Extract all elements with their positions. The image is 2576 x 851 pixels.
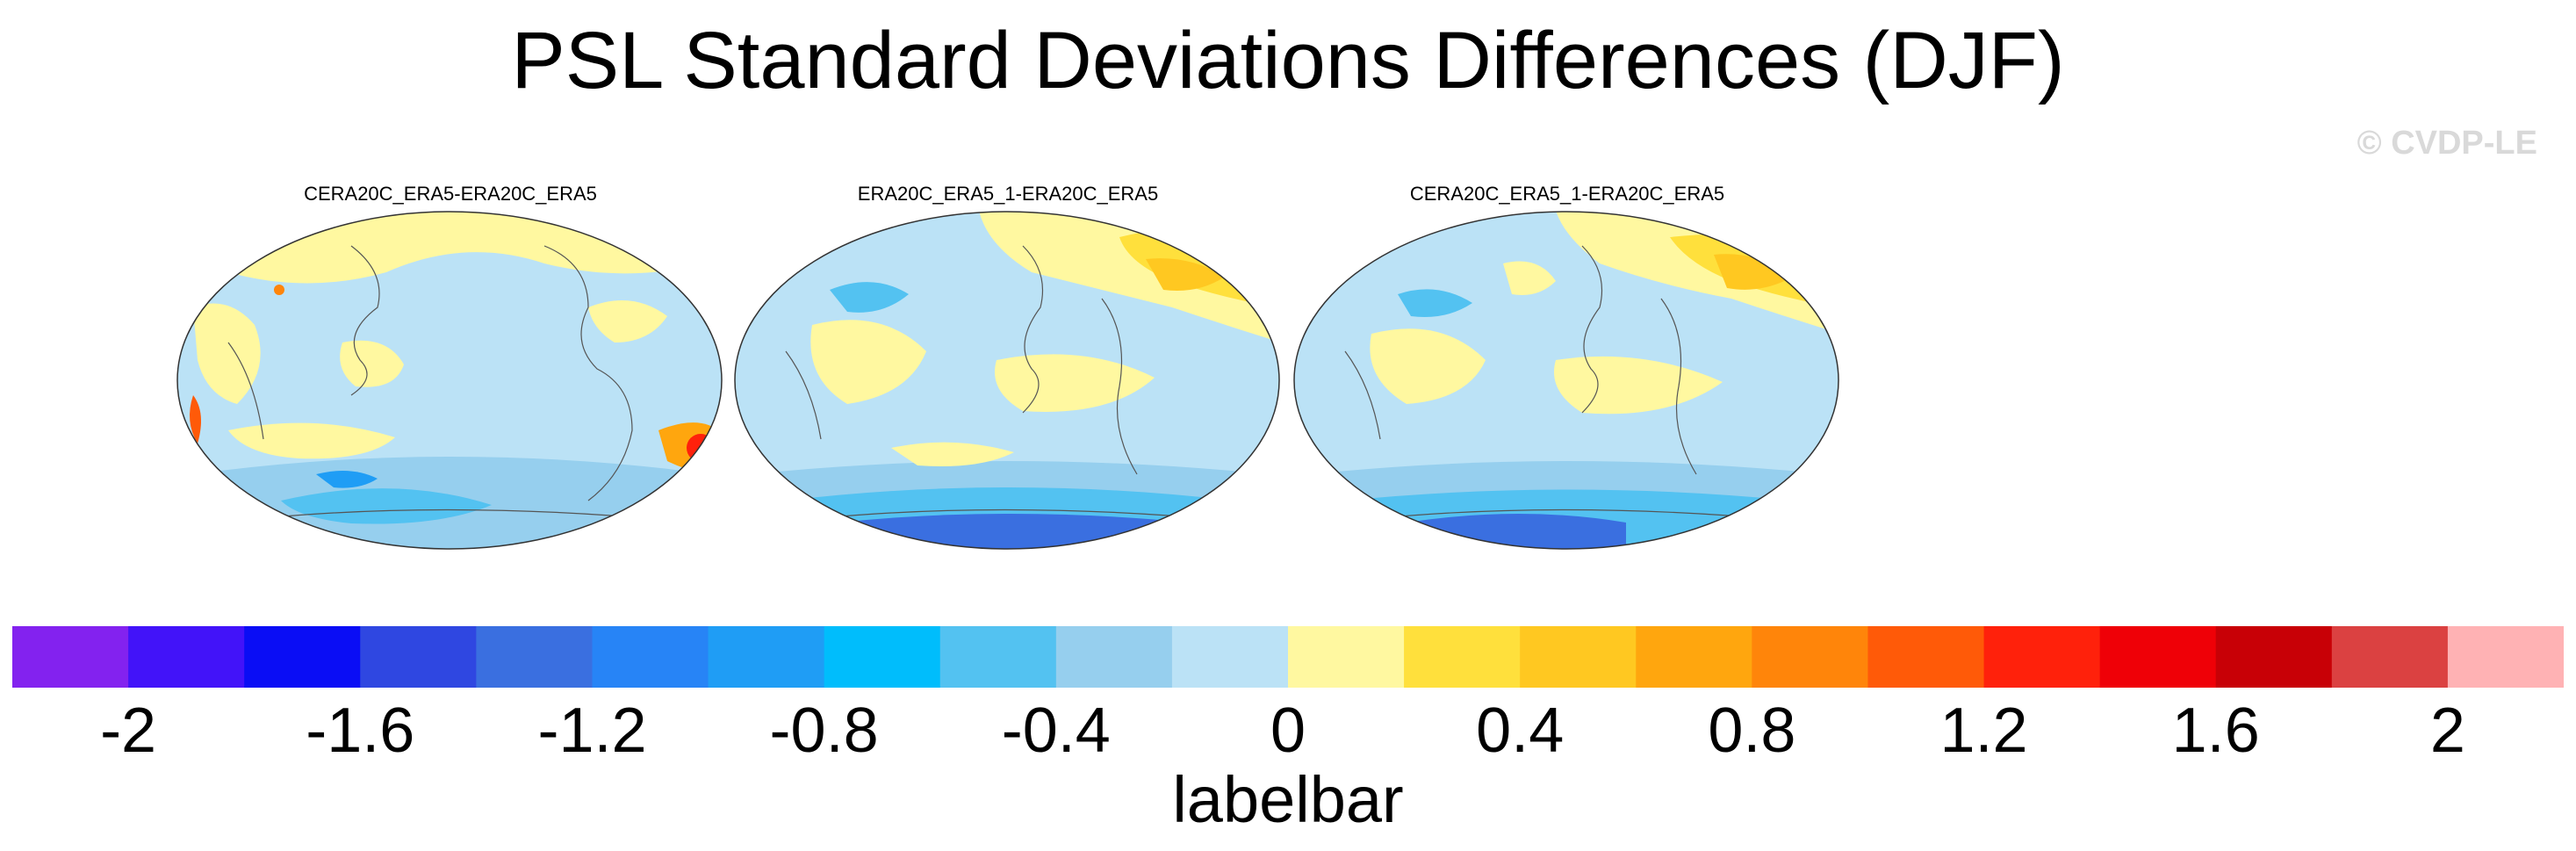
colorbar-tick-label: 0.8 (1708, 696, 1796, 766)
colorbar-tick-label: 0.4 (1476, 696, 1565, 766)
panel-title-1: CERA20C_ERA5-ERA20C_ERA5 (304, 183, 597, 205)
colorbar-swatch (1055, 626, 1173, 688)
colorbar-swatch (1171, 626, 1289, 688)
colorbar-swatch (2447, 626, 2564, 688)
colorbar-swatch (360, 626, 477, 688)
map-panel-2 (734, 211, 1280, 550)
colorbar-tick-label: -2 (100, 696, 157, 766)
colorbar-caption: labelbar (1172, 763, 1404, 836)
colorbar-tick-label: -0.4 (1001, 696, 1111, 766)
colorbar-swatch (592, 626, 709, 688)
colorbar-swatch (244, 626, 361, 688)
colorbar-swatch (1983, 626, 2101, 688)
colorbar-tick-label: 1.6 (2171, 696, 2260, 766)
colorbar-swatch (128, 626, 245, 688)
colorbar-swatch (939, 626, 1057, 688)
colorbar-swatch (824, 626, 941, 688)
map-panel-1 (176, 211, 723, 550)
colorbar-swatch (1752, 626, 1869, 688)
panel-title-3: CERA20C_ERA5_1-ERA20C_ERA5 (1409, 183, 1725, 205)
watermark: © CVDP-LE (2357, 125, 2537, 162)
colorbar-swatch (1404, 626, 1521, 688)
colorbar-tick-label: 2 (2429, 696, 2465, 766)
colorbar-tick-label: -0.8 (769, 696, 879, 766)
colorbar-tick-label: -1.2 (537, 696, 647, 766)
colorbar-tick-label: 0 (1270, 696, 1306, 766)
colorbar-swatch (2099, 626, 2217, 688)
colorbar-swatch (1520, 626, 1637, 688)
colorbar-tick-label: -1.6 (306, 696, 415, 766)
panel-title-2: ERA20C_ERA5_1-ERA20C_ERA5 (857, 183, 1159, 205)
colorbar (12, 626, 2564, 688)
colorbar-swatch (476, 626, 594, 688)
colorbar-swatch (2331, 626, 2449, 688)
figure-title: PSL Standard Deviations Differences (DJF… (511, 16, 2065, 105)
colorbar-swatch (1867, 626, 1985, 688)
colorbar-tick-label: 1.2 (1939, 696, 2028, 766)
colorbar-swatch (708, 626, 825, 688)
colorbar-swatch (1288, 626, 1405, 688)
colorbar-swatch (12, 626, 129, 688)
colorbar-swatch (2215, 626, 2333, 688)
colorbar-swatch (1636, 626, 1752, 688)
map-panel-3 (1293, 211, 1839, 550)
